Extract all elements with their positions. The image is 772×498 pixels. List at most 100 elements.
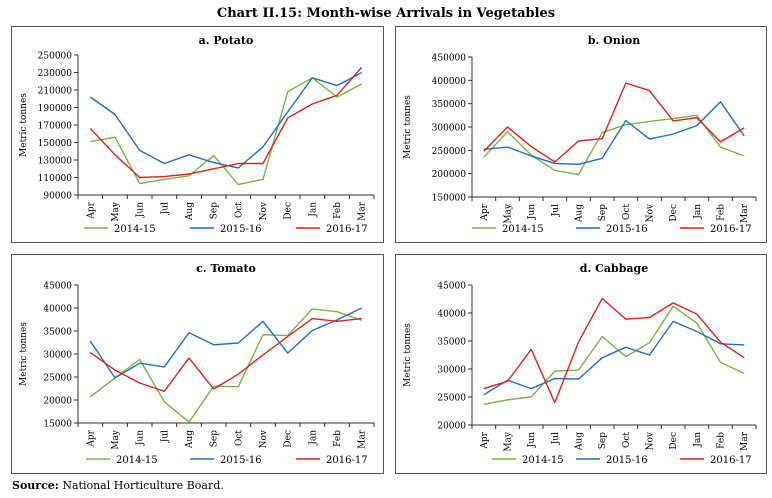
x-tick-label: May [504, 203, 514, 224]
legend-label: 2016-17 [710, 455, 752, 466]
x-tick-label: Nov [259, 201, 269, 220]
x-tick-label: Jul [551, 432, 561, 445]
chart-panel-tomato: c. Tomato Metric tonnes 15000 20000 25000 300… [11, 254, 384, 474]
chart-svg: a. Potato Metric tonnes 90000 110000 130000 1… [19, 34, 375, 235]
chart-svg: b. Onion Metric tonnes 150000 200000 250000 3… [403, 34, 757, 235]
x-tick-label: Jan [308, 202, 318, 218]
chart-panel-potato: a. Potato Metric tonnes 90000 110000 130000 1… [11, 26, 384, 243]
series-line-2014-15 [90, 77, 363, 186]
x-tick-label: Mar [740, 203, 750, 223]
x-tick-label: Feb [333, 430, 343, 447]
chart-panel-onion: b. Onion Metric tonnes 150000 200000 250000 3… [395, 26, 767, 243]
chart-title: b. Onion [588, 34, 640, 47]
x-tick-label: Jun [136, 430, 146, 446]
y-tick-label: 35000 [437, 338, 466, 348]
chart-title: d. Cabbage [580, 262, 648, 275]
x-tick-label: Nov [646, 431, 656, 450]
source-label: Source: [12, 479, 59, 492]
series-line-2016-17 [483, 297, 745, 404]
x-tick-label: Mar [358, 429, 368, 449]
y-tick-label: 350000 [432, 100, 467, 110]
y-tick-label: 20000 [437, 422, 466, 432]
x-tick-label: Aug [575, 204, 585, 223]
x-tick-label: Aug [575, 432, 585, 451]
y-tick-label: 30000 [43, 351, 72, 361]
x-tick-label: Apr [86, 201, 96, 219]
legend-label: 2015-16 [606, 455, 648, 466]
series-line-2014-15 [483, 305, 745, 405]
y-tick-label: 45000 [437, 282, 466, 292]
y-tick-label: 90000 [43, 192, 72, 202]
y-tick-label: 130000 [38, 157, 73, 167]
x-tick-label: Jan [693, 204, 703, 220]
y-tick-label: 15000 [43, 420, 72, 430]
y-axis-label: Metric tonnes [19, 322, 29, 386]
y-tick-label: 45000 [43, 282, 72, 292]
series-line-2015-16 [89, 307, 363, 379]
source-text: National Horticulture Board. [62, 479, 224, 492]
source-note: Source: National Horticulture Board. [12, 479, 224, 492]
x-tick-label: Apr [480, 203, 490, 221]
x-tick-label: Sep [598, 204, 608, 221]
x-tick-label: Feb [717, 204, 727, 221]
y-axis-label: Metric tonnes [19, 93, 29, 157]
y-tick-label: 40000 [43, 305, 72, 315]
series-line-2014-15 [483, 114, 745, 176]
x-tick-label: Apr [86, 429, 96, 447]
y-tick-label: 210000 [38, 87, 73, 97]
y-tick-label: 450000 [432, 54, 467, 64]
series-line-2016-17 [89, 66, 363, 179]
x-tick-label: Aug [185, 202, 195, 221]
y-tick-label: 25000 [437, 394, 466, 404]
y-tick-label: 250000 [432, 147, 467, 157]
y-tick-label: 40000 [437, 310, 466, 320]
y-tick-label: 25000 [43, 374, 72, 384]
chart-panel-cabbage: d. Cabbage Metric tonnes 20000 25000 30000 35… [395, 254, 767, 474]
chart-title: a. Potato [199, 34, 254, 47]
x-tick-label: Jan [308, 430, 318, 446]
legend-label: 2014-15 [502, 224, 544, 235]
series-line-2015-16 [483, 320, 745, 396]
y-tick-label: 400000 [432, 77, 467, 87]
x-tick-label: Feb [717, 432, 727, 449]
x-tick-label: Jul [160, 202, 170, 215]
series-line-2016-17 [483, 82, 745, 163]
y-tick-label: 110000 [38, 174, 73, 184]
y-tick-label: 150000 [38, 139, 73, 149]
y-tick-label: 230000 [38, 69, 73, 79]
x-tick-label: May [504, 431, 514, 452]
legend-label: 2015-16 [220, 455, 262, 466]
legend-label: 2014-15 [116, 455, 158, 466]
y-tick-label: 170000 [38, 122, 73, 132]
y-axis-label: Metric tonnes [403, 323, 413, 387]
x-tick-label: Oct [622, 204, 632, 220]
y-tick-label: 35000 [43, 328, 72, 338]
y-tick-label: 200000 [432, 170, 467, 180]
x-tick-label: Jun [136, 202, 146, 218]
y-tick-label: 190000 [38, 104, 73, 114]
legend-label: 2015-16 [606, 224, 648, 235]
x-tick-label: Dec [284, 202, 294, 220]
x-tick-label: May [111, 201, 121, 222]
y-tick-label: 20000 [43, 397, 72, 407]
y-tick-label: 250000 [38, 52, 73, 62]
x-tick-label: Sep [598, 432, 608, 449]
legend-label: 2015-16 [220, 224, 262, 235]
x-tick-label: Sep [210, 202, 220, 219]
x-tick-label: Jun [527, 432, 537, 448]
x-tick-label: Jul [160, 430, 170, 443]
x-tick-label: Oct [622, 432, 632, 448]
main-title: Chart II.15: Month-wise Arrivals in Vege… [216, 6, 556, 21]
x-tick-label: Oct [234, 430, 244, 446]
series-line-2016-17 [89, 317, 362, 393]
x-tick-label: Oct [234, 202, 244, 218]
legend-label: 2014-15 [114, 224, 156, 235]
y-tick-label: 30000 [437, 366, 466, 376]
x-tick-label: Jan [693, 432, 703, 448]
legend-label: 2016-17 [326, 455, 368, 466]
legend-label: 2016-17 [326, 224, 368, 235]
x-tick-label: Sep [210, 430, 220, 447]
y-tick-label: 300000 [432, 124, 467, 134]
x-tick-label: Dec [284, 430, 294, 448]
legend-label: 2014-15 [522, 455, 564, 466]
